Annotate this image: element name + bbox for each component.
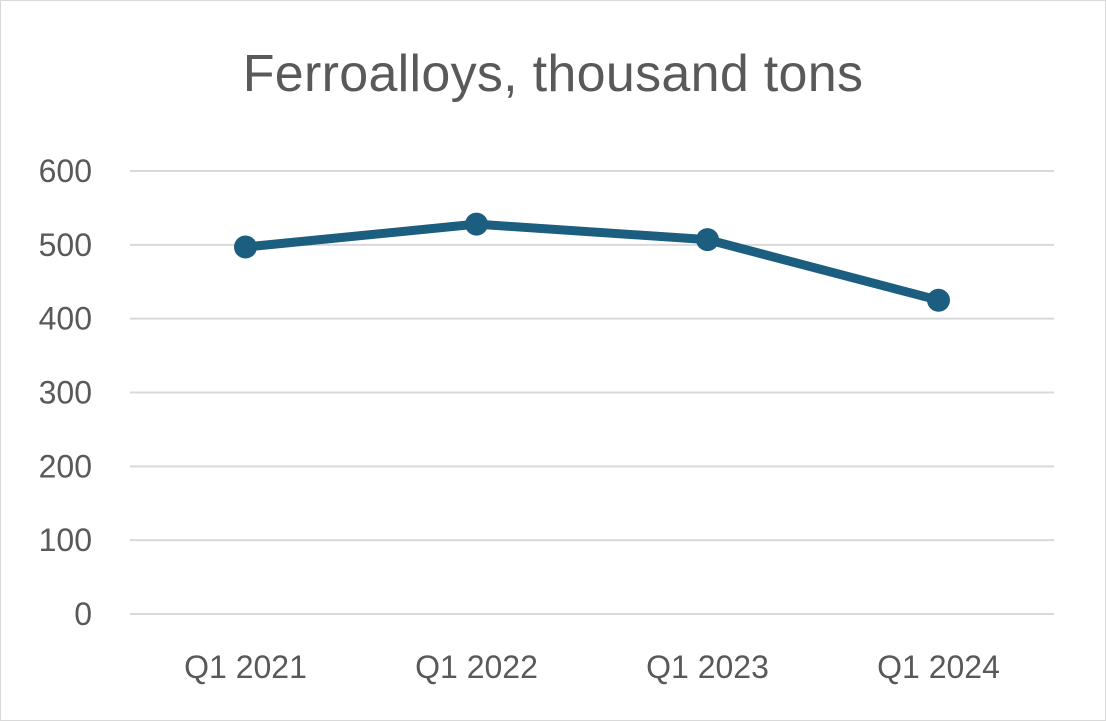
data-point: [465, 212, 488, 236]
series-layer: [234, 212, 950, 312]
gridlines: [130, 170, 1054, 615]
data-point: [927, 288, 950, 312]
x-axis-tick-labels: Q1 2021 Q1 2022 Q1 2023 Q1 2024: [184, 649, 1000, 685]
series-line: [241, 219, 943, 305]
x-tick-label: Q1 2024: [877, 649, 1000, 685]
data-point: [696, 228, 719, 252]
y-tick-label: 600: [39, 153, 92, 189]
x-tick-label: Q1 2021: [184, 649, 307, 685]
y-tick-label: 0: [74, 596, 92, 632]
y-tick-label: 200: [39, 448, 92, 484]
y-tick-label: 500: [39, 227, 92, 263]
y-tick-label: 400: [39, 301, 92, 337]
x-tick-label: Q1 2023: [646, 649, 769, 685]
y-tick-label: 300: [39, 375, 92, 411]
y-axis-tick-labels: 0 100 200 300 400 500 600: [39, 153, 92, 632]
data-point: [234, 235, 257, 259]
x-tick-label: Q1 2022: [415, 649, 538, 685]
chart-title: Ferroalloys, thousand tons: [242, 45, 864, 103]
y-tick-label: 100: [39, 522, 92, 558]
